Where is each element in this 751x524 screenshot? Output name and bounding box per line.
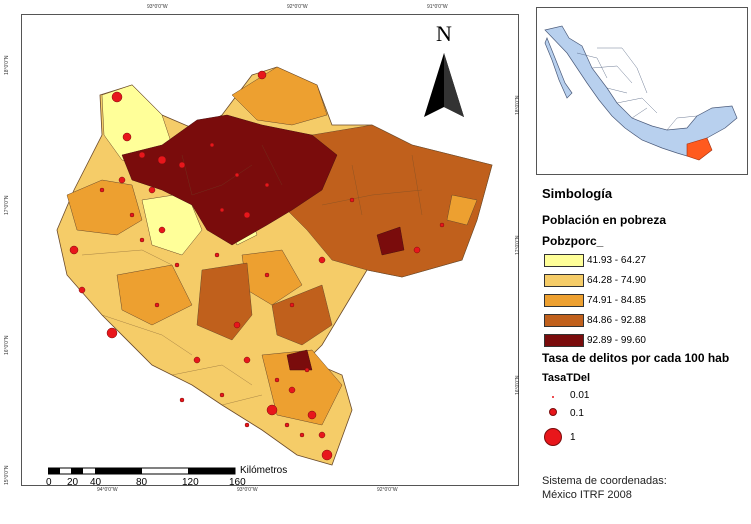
- scale-unit-label: Kilómetros: [240, 465, 288, 476]
- swatch: [544, 333, 584, 347]
- right-tick: 16°0'0"N: [515, 375, 521, 395]
- scale-tick: 80: [136, 477, 148, 488]
- dot-large: [544, 428, 562, 446]
- scale-tick: 120: [182, 477, 199, 488]
- left-tick: 16°0'0"N: [4, 335, 10, 355]
- bottom-tick: 93°0'0"W: [237, 487, 258, 493]
- crime-label: 0.1: [570, 408, 584, 419]
- mexico-locator: [544, 25, 738, 161]
- class-label: 41.93 - 64.27: [587, 254, 646, 266]
- dot-medium: [549, 408, 557, 416]
- left-tick: 18°0'0"N: [4, 55, 10, 75]
- poverty-title: Población en pobreza: [542, 213, 667, 227]
- crime-class: 0.1: [542, 408, 584, 419]
- map-frame: N 93°0'0"W 92°0'0"W 91°0'0"W 94°0'0"W 93…: [4, 4, 521, 493]
- left-tick: 15°0'0"N: [4, 465, 10, 485]
- crime-title: Tasa de delitos por cada 100 hab: [542, 351, 730, 365]
- left-tick: 17°0'0"N: [4, 195, 10, 215]
- legend-class: 41.93 - 64.27: [544, 253, 646, 267]
- chiapas-map: [56, 53, 493, 466]
- right-tick: 18°0'0"N: [515, 95, 521, 115]
- class-label: 92.89 - 99.60: [587, 334, 646, 346]
- chiapas-highlight: [686, 137, 713, 161]
- class-label: 84.86 - 92.88: [587, 314, 646, 326]
- bottom-tick: 92°0'0"W: [377, 487, 398, 493]
- scale-tick: 40: [90, 477, 102, 488]
- coordinate-line2: México ITRF 2008: [542, 489, 632, 501]
- top-tick: 91°0'0"W: [427, 4, 448, 10]
- scale-tick: 0: [46, 477, 52, 488]
- scale-tick: 20: [67, 477, 79, 488]
- scale-tick: 160: [229, 477, 246, 488]
- class-label: 64.28 - 74.90: [587, 274, 646, 286]
- swatch: [544, 253, 584, 267]
- swatch: [544, 293, 584, 307]
- inset-map: [536, 7, 748, 175]
- coordinate-line1: Sistema de coordenadas:: [542, 475, 667, 487]
- class-label: 74.91 - 84.85: [587, 294, 646, 306]
- swatch: [544, 273, 584, 287]
- legend-class: 74.91 - 84.85: [544, 293, 646, 307]
- crime-label: 1: [570, 431, 576, 443]
- legend-class: 64.28 - 74.90: [544, 273, 646, 287]
- poverty-field: Pobzporc_: [542, 234, 604, 248]
- north-label: N: [436, 21, 452, 46]
- top-tick: 92°0'0"W: [287, 4, 308, 10]
- bottom-tick: 94°0'0"W: [97, 487, 118, 493]
- crime-field: TasaTDel: [542, 372, 591, 384]
- swatch: [544, 313, 584, 327]
- north-arrow: [424, 53, 464, 117]
- legend-class: 84.86 - 92.88: [544, 313, 646, 327]
- legend-class: 92.89 - 99.60: [544, 333, 646, 347]
- right-tick: 17°0'0"N: [515, 235, 521, 255]
- legend-title: Simbología: [542, 186, 613, 201]
- coordinate-system: Sistema de coordenadas: México ITRF 2008: [542, 474, 667, 502]
- dot-small: [552, 396, 554, 398]
- crime-class: 0.01: [542, 390, 589, 401]
- top-tick: 93°0'0"W: [147, 4, 168, 10]
- crime-class: 1: [542, 428, 576, 446]
- crime-label: 0.01: [570, 390, 590, 401]
